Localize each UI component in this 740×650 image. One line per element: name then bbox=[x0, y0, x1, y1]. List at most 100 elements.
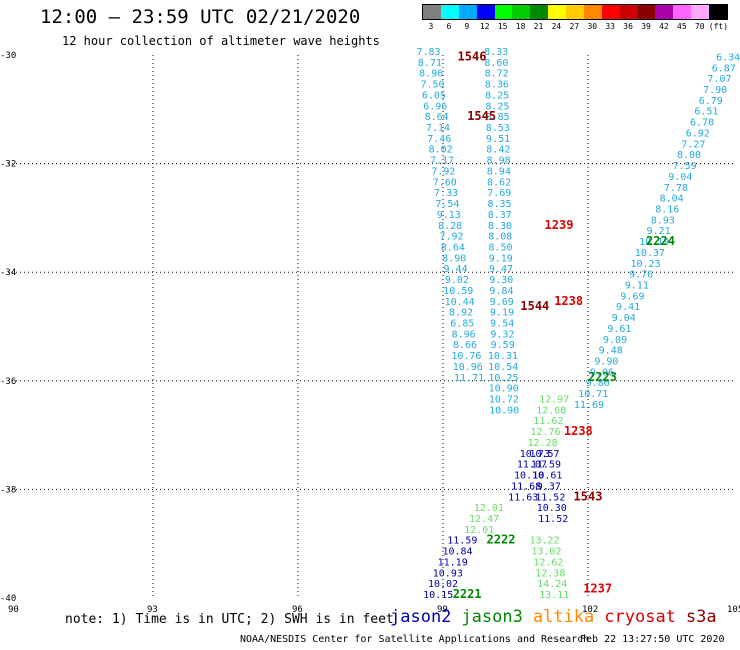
swh-value: 8.93 bbox=[651, 215, 675, 226]
swh-value: 10.31 bbox=[488, 351, 518, 362]
legend-swatch bbox=[619, 5, 638, 19]
legend-label: 12 bbox=[479, 22, 490, 31]
swh-value: 12.01 bbox=[474, 503, 504, 514]
swh-value: 12.76 bbox=[530, 427, 560, 438]
swh-value: 7.92 bbox=[439, 232, 463, 243]
legend-label: 33 bbox=[605, 22, 615, 31]
swh-value: 8.53 bbox=[486, 123, 510, 134]
swh-value: 9.19 bbox=[490, 308, 514, 319]
pass-time-label: 1237 bbox=[583, 582, 612, 596]
swh-value: 10.90 bbox=[489, 384, 519, 395]
swh-value: 13.02 bbox=[531, 547, 561, 558]
swh-value: 8.08 bbox=[488, 232, 512, 243]
swh-value: 12.62 bbox=[533, 557, 563, 568]
lat-tick-label: -30 bbox=[0, 51, 16, 61]
swh-value: 7.78 bbox=[664, 183, 688, 194]
legend-label: 36 bbox=[623, 22, 633, 31]
swh-value: 9.47 bbox=[489, 264, 513, 275]
swh-value: 10.19 bbox=[639, 237, 669, 248]
map-grid bbox=[8, 55, 733, 598]
swh-value: 11.07 bbox=[517, 460, 547, 471]
satellite-altika: altika bbox=[532, 607, 595, 627]
legend-swatch bbox=[548, 5, 566, 19]
swh-value: 10.73 bbox=[520, 449, 550, 460]
pass-time-label: 2224 bbox=[646, 234, 675, 248]
swh-value: 7.54 bbox=[435, 199, 459, 210]
legend-label: 39 bbox=[641, 22, 651, 31]
swh-value: 8.90 bbox=[442, 253, 466, 264]
swh-value: 10.44 bbox=[445, 297, 475, 308]
swh-value: 8.64 bbox=[425, 112, 449, 123]
swh-value: 10.76 bbox=[451, 351, 481, 362]
swh-value: 9.76 bbox=[629, 270, 653, 281]
swh-value: 10.72 bbox=[489, 395, 519, 406]
swh-value: 9.04 bbox=[612, 313, 636, 324]
swh-value: 11.59 bbox=[447, 536, 477, 547]
swh-value: 7.60 bbox=[433, 177, 457, 188]
swh-value: 6.87 bbox=[712, 63, 736, 74]
legend-swatch bbox=[655, 5, 674, 19]
swh-value: 9.32 bbox=[490, 329, 514, 340]
footer-timestamp: Feb 22 13:27:50 UTC 2020 bbox=[580, 634, 725, 645]
swh-value: 6.85 bbox=[450, 319, 474, 330]
pass-time-label: 1238 bbox=[554, 294, 583, 308]
pass-time-label: 2222 bbox=[487, 533, 516, 547]
legend-label: 9 bbox=[464, 22, 470, 31]
map-time-labels: 1546 1545 1239 1238 1544 1238 1543 1237 2224 2223… bbox=[453, 49, 675, 601]
legend-swatch bbox=[709, 5, 727, 19]
legend-label: 18 bbox=[515, 22, 526, 31]
swh-value: 10.54 bbox=[488, 362, 518, 373]
swh-value: 8.92 bbox=[449, 308, 473, 319]
pass-time-label: 1239 bbox=[545, 218, 574, 232]
legend-swatch bbox=[691, 5, 709, 19]
satellite-cryosat: cryosat bbox=[604, 607, 676, 627]
lon-tick-label: 102 bbox=[582, 605, 598, 615]
legend-swatch bbox=[637, 5, 656, 19]
swh-value: 12.97 bbox=[539, 395, 569, 406]
swh-value: 9.09 bbox=[603, 335, 627, 346]
swh-value: 12.01 bbox=[464, 525, 494, 536]
swh-value: 10.37 bbox=[635, 248, 665, 259]
legend-swatch bbox=[601, 5, 620, 19]
swh-value: 6.92 bbox=[686, 128, 710, 139]
swh-value: 9.37 bbox=[537, 481, 561, 492]
swh-value: 9.13 bbox=[437, 210, 461, 221]
swh-value: 11.63 bbox=[508, 492, 538, 503]
swh-value: 8.25 bbox=[485, 101, 509, 112]
lat-tick-label: -32 bbox=[0, 160, 16, 170]
swh-value: 11.62 bbox=[533, 416, 563, 427]
swh-value: 12.47 bbox=[469, 514, 499, 525]
swh-value: 8.36 bbox=[485, 80, 509, 91]
satellite-jason3: jason3 bbox=[461, 607, 523, 627]
swh-value: 9.11 bbox=[625, 280, 649, 291]
lon-tick-label: 90 bbox=[8, 605, 19, 615]
swh-value: 8.96 bbox=[419, 69, 443, 80]
swh-value: 9.61 bbox=[607, 324, 631, 335]
pass-time-label: 1543 bbox=[574, 489, 603, 503]
swh-value: 10.93 bbox=[433, 568, 463, 579]
swh-value: 8.33 bbox=[484, 47, 508, 58]
legend-swatch bbox=[458, 5, 477, 19]
swh-value: 12.28 bbox=[528, 438, 558, 449]
swh-value: 9.90 bbox=[594, 357, 618, 368]
swh-value: 7.92 bbox=[431, 166, 455, 177]
swh-value: 8.00 bbox=[677, 150, 701, 161]
units-note: note: 1) Time is in UTC; 2) SWH is in fe… bbox=[65, 612, 394, 627]
pass-time-label: 2223 bbox=[588, 370, 617, 384]
swh-value: 10.57 bbox=[529, 449, 559, 460]
pass-time-label: 1545 bbox=[467, 109, 496, 123]
swh-value: 9.41 bbox=[616, 302, 640, 313]
satellite-s3a: s3a bbox=[685, 607, 717, 627]
swh-value: 9.86 bbox=[586, 378, 610, 389]
lat-tick-label: -38 bbox=[0, 485, 16, 495]
swh-value: 9.69 bbox=[490, 297, 514, 308]
swh-value: 10.15 bbox=[423, 590, 453, 601]
swh-value: 10.96 bbox=[453, 362, 483, 373]
lat-tick-label: -36 bbox=[0, 377, 16, 387]
swh-value: 7.07 bbox=[707, 74, 731, 85]
swh-value: 9.44 bbox=[444, 264, 468, 275]
legend-swatch bbox=[423, 5, 441, 19]
legend-label: 45 bbox=[677, 22, 687, 31]
swh-value: 9.30 bbox=[489, 275, 513, 286]
